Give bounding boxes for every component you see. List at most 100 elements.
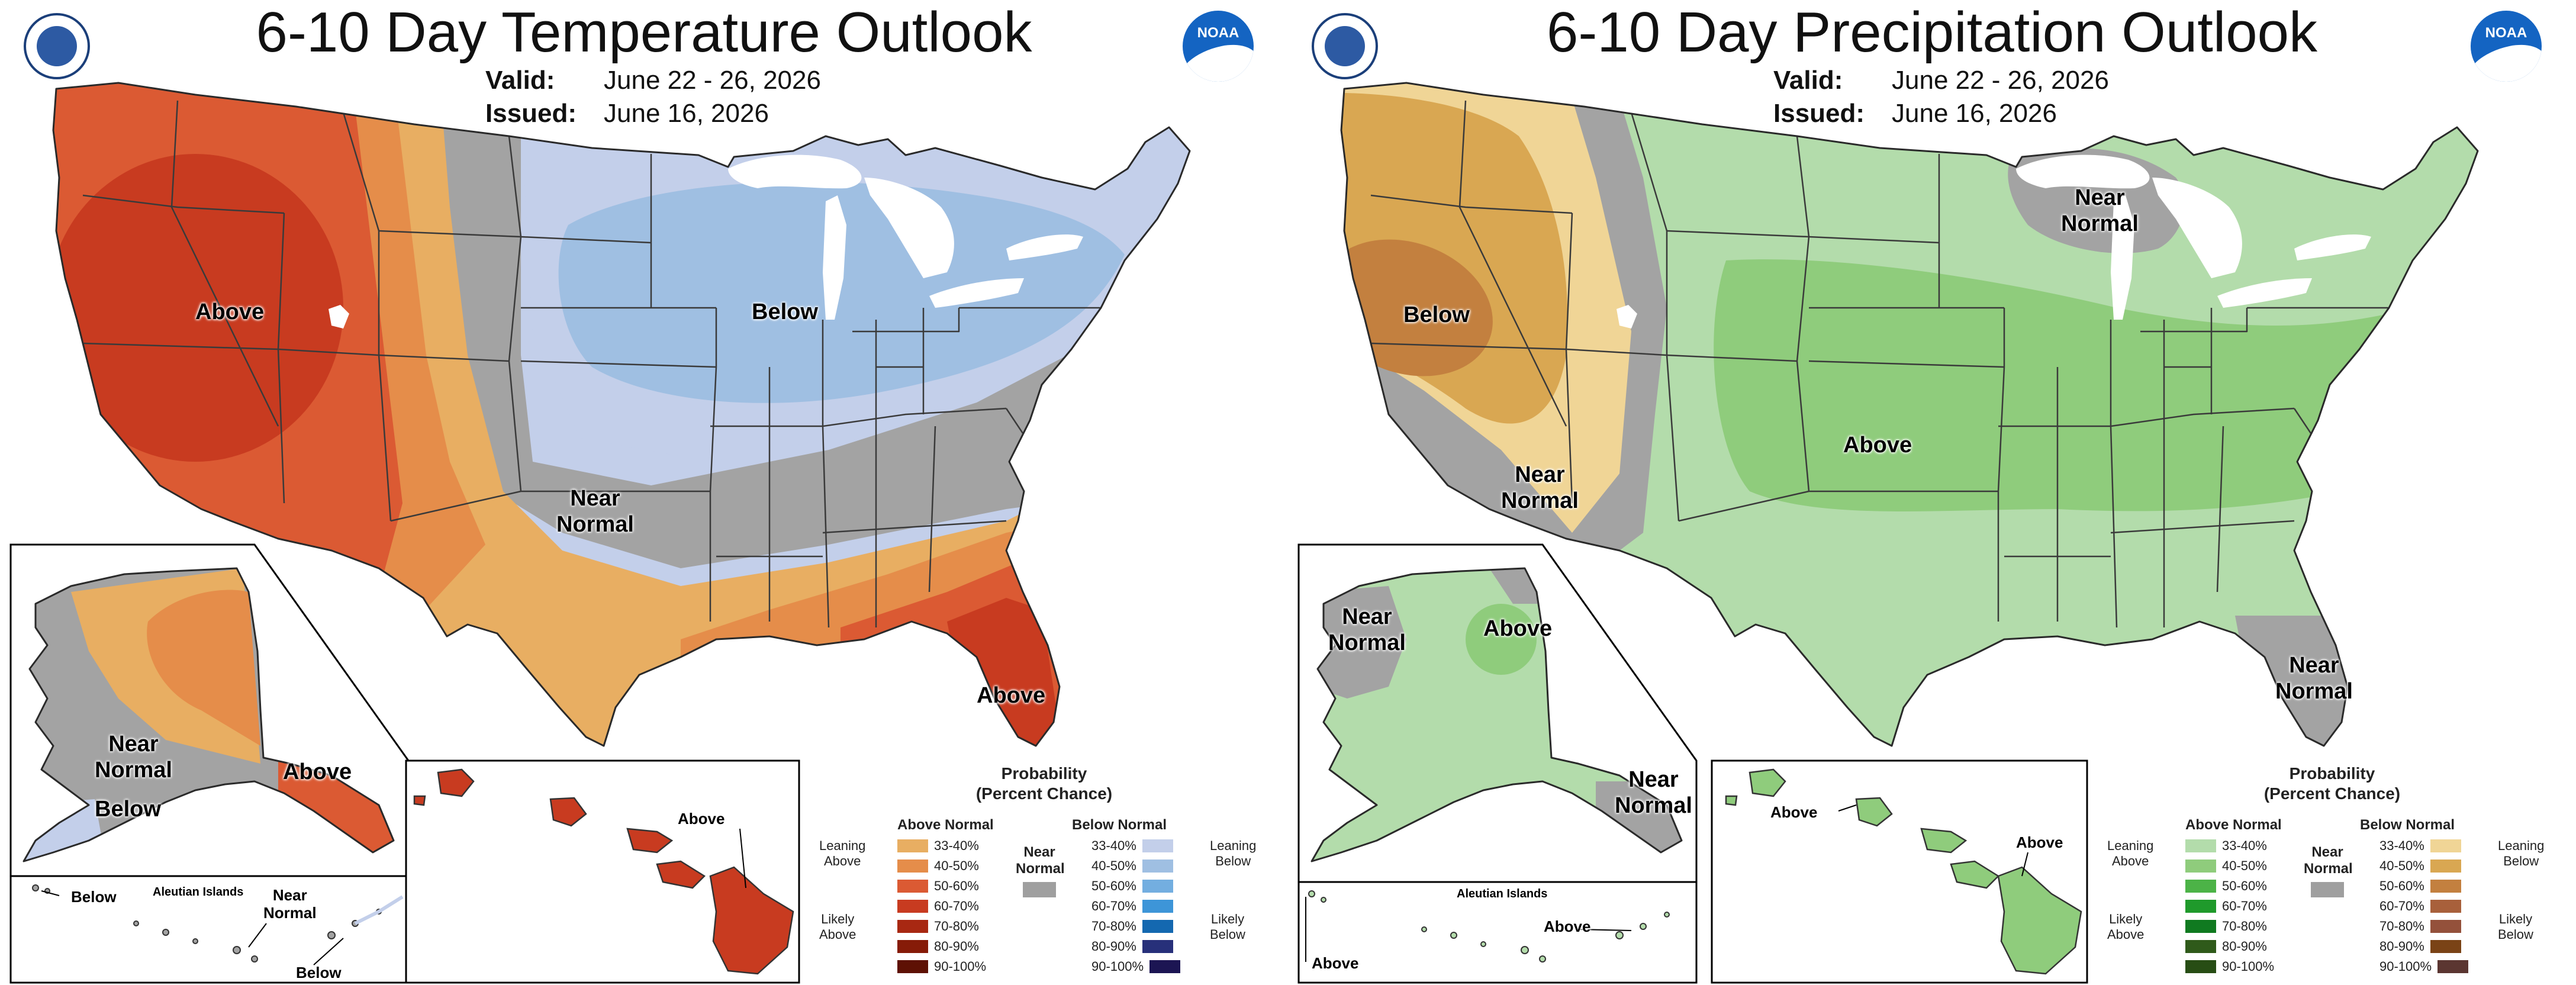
legend-above-normal-head: Above Normal [2185, 817, 2282, 833]
legend-title: Probability (Percent Chance) [975, 764, 1113, 803]
legend-swatch [2185, 960, 2216, 973]
legend-range-label: 60-70% [1091, 898, 1136, 913]
precipitation-map [1297, 82, 2479, 984]
legend-range-label: 33-40% [1091, 838, 1136, 853]
legend-near-normal-swatch [2311, 882, 2344, 897]
legend-row: 40-50% [2379, 857, 2467, 873]
legend-row: 80-90% [2185, 938, 2267, 954]
legend-swatch [2430, 859, 2461, 873]
legend-range-label: 50-60% [2379, 878, 2424, 893]
legend-row: 80-90% [897, 938, 979, 954]
label-aleutian-title: Aleutian Islands [153, 886, 244, 899]
legend-range-label: 50-60% [1091, 878, 1136, 893]
label-florida-above: Above [977, 683, 1046, 708]
temperature-outlook-panel: NOAA 6-10 Day Temperature Outlook Valid:… [9, 1, 1281, 984]
issued-value: June 16, 2026 [1892, 99, 2057, 128]
legend-range-label: 90-100% [2379, 958, 2432, 974]
legend-range-label: 40-50% [2379, 858, 2424, 873]
alaska-outline [22, 567, 395, 862]
legend-row: 60-70% [1091, 897, 1179, 913]
label-hawaii-above-left: Above [1770, 803, 1818, 821]
label-aleutian-above-right: Above [1544, 918, 1591, 935]
legend-range-label: 33-40% [2379, 838, 2424, 853]
legend-range-label: 60-70% [2222, 898, 2267, 913]
label-alaska-above: Above [1483, 616, 1553, 641]
label-aleutian-above-left: Above [1312, 954, 1359, 972]
label-aleutian-title: Aleutian Islands [1457, 887, 1548, 900]
legend-swatch [2430, 879, 2461, 893]
noaa-logo: NOAA [1183, 11, 1254, 82]
legend-likely-below: Likely Below [1210, 912, 1245, 942]
legend-range-label: 80-90% [1091, 938, 1136, 954]
legend-row: 80-90% [1091, 938, 1179, 954]
legend-row: 80-90% [2379, 938, 2467, 954]
legend-range-label: 90-100% [1091, 958, 1144, 974]
legend-below-normal-head: Below Normal [2360, 817, 2455, 833]
validity-block: Valid: June 22 - 26, 2026 Issued: June 16,… [1773, 64, 2109, 130]
commerce-seal-logo [1312, 13, 1378, 79]
legend-swatch [1142, 919, 1173, 933]
noaa-logo: NOAA [2471, 11, 2542, 82]
label-conus-near-normal-north: Near Normal [2061, 185, 2139, 236]
legend-range-label: 80-90% [2379, 938, 2424, 954]
legend-range-label: 33-40% [2222, 838, 2267, 853]
label-hawaii-above: Above [678, 810, 725, 828]
legend-range-label: 50-60% [2222, 878, 2267, 893]
legend-swatch [897, 919, 928, 933]
legend-swatch [1142, 879, 1173, 893]
legend-range-label: 80-90% [2222, 938, 2267, 954]
legend-swatch [2185, 859, 2216, 873]
legend-swatch [1142, 939, 1173, 953]
legend-swatch [897, 839, 928, 852]
legend-swatch [2185, 839, 2216, 852]
legend-swatch [2437, 960, 2469, 973]
legend-row: 50-60% [1091, 877, 1179, 893]
legend-range-label: 50-60% [934, 878, 979, 893]
legend-row: 70-80% [897, 918, 979, 934]
probability-legend: Probability (Percent Chance) Above Normal… [807, 764, 1281, 983]
issued-value: June 16, 2026 [604, 99, 769, 128]
legend-swatch [1142, 839, 1173, 852]
legend-range-label: 90-100% [2222, 958, 2275, 974]
legend-leaning-below: Leaning Below [2498, 838, 2545, 868]
legend-row: 60-70% [2379, 897, 2467, 913]
valid-label: Valid: [1773, 66, 1843, 95]
legend-swatch [1142, 859, 1173, 873]
legend-swatch [897, 899, 928, 913]
legend-swatch [897, 960, 928, 973]
label-aleutian-below-right: Below [296, 964, 342, 981]
legend-likely-above: Likely Above [2107, 912, 2144, 942]
legend-row: 50-60% [2185, 877, 2267, 893]
legend-leaning-above: Leaning Above [819, 838, 866, 868]
label-aleutian-below-left: Below [71, 888, 117, 906]
label-conus-below: Below [752, 300, 818, 324]
legend-row: 50-60% [2379, 877, 2467, 893]
legend-swatch [897, 859, 928, 873]
valid-label: Valid: [485, 66, 555, 95]
label-hawaii-above-right: Above [2016, 833, 2063, 851]
label-florida-near-normal: Near Normal [2275, 653, 2353, 704]
legend-row: 60-70% [2185, 897, 2267, 913]
legend-row: 90-100% [2379, 958, 2474, 974]
conus-outline [1340, 82, 2479, 747]
legend-row: 33-40% [1091, 837, 1179, 853]
label-alaska-near-normal: Near Normal [95, 732, 172, 783]
issued-label: Issued: [485, 99, 577, 128]
legend-likely-below: Likely Below [2498, 912, 2533, 942]
commerce-seal-logo [24, 13, 90, 79]
state-boundaries [82, 100, 1113, 628]
legend-swatch [1142, 899, 1173, 913]
legend-swatch [2430, 899, 2461, 913]
legend-row: 70-80% [2379, 918, 2467, 934]
legend-row: 40-50% [2185, 857, 2267, 873]
state-boundaries [1370, 100, 2401, 628]
legend-swatch [897, 879, 928, 893]
legend-row: 40-50% [1091, 857, 1179, 873]
issued-label: Issued: [1773, 99, 1865, 128]
conus-outline [52, 82, 1191, 747]
legend-swatch [2185, 899, 2216, 913]
label-conus-near-normal: Near Normal [556, 486, 634, 537]
legend-swatch [1149, 960, 1181, 973]
legend-row: 60-70% [897, 897, 979, 913]
legend-swatch [897, 939, 928, 953]
